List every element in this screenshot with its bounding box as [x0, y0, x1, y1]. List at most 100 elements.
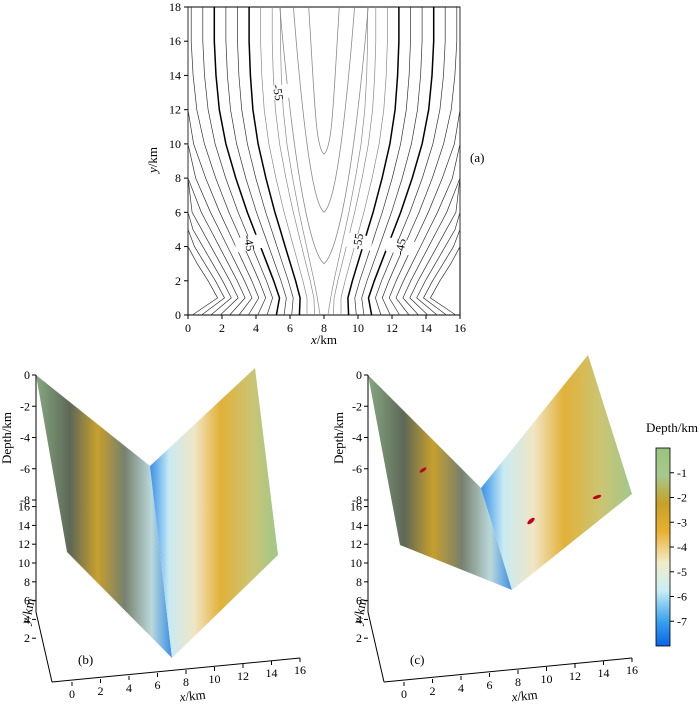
- contour-label-bg: [234, 233, 265, 253]
- y-tick-label: 2: [175, 274, 181, 288]
- colorbar-tick-label: -3: [677, 515, 687, 529]
- z-tick-label: -4: [20, 431, 30, 445]
- x-tick-label: 10: [209, 672, 221, 686]
- contour-line: [190, 7, 267, 316]
- z-tick-label: -2: [352, 399, 362, 413]
- z-tick-label: -2: [20, 399, 30, 413]
- x-tick-label: 6: [287, 321, 293, 335]
- y-tick-label: 6: [356, 594, 362, 608]
- surface-b-left-slope: [36, 375, 172, 658]
- y-tick-label: 8: [24, 575, 30, 589]
- contour-line: [354, 7, 411, 316]
- z-tick-label: -8: [20, 493, 30, 507]
- panel-c-label: (c): [410, 652, 424, 667]
- y-tick-label: 18: [169, 0, 181, 14]
- contour-line: [271, 7, 315, 316]
- contour-line: [347, 7, 400, 316]
- y-tick-label: 4: [175, 240, 181, 254]
- x-tick-label: 8: [321, 321, 327, 335]
- x-tick-label: 0: [401, 687, 407, 701]
- y-tick-label: 0: [175, 308, 181, 322]
- anomaly-marker: [592, 494, 602, 500]
- panel-c-zlabel: Depth/km: [331, 412, 346, 464]
- surface-c-left-slope: [368, 375, 512, 590]
- z-tick-label: -8: [352, 493, 362, 507]
- x-tick-label: 16: [294, 663, 306, 677]
- y-tick-label: 4: [356, 612, 362, 626]
- contour-line: [375, 7, 446, 316]
- panel-a-ylabel: y/km: [145, 147, 160, 175]
- panel-c-z-ticks: 0 -2 -4 -6 -8: [352, 368, 368, 507]
- colorbar-tick-label: -4: [677, 540, 687, 554]
- colorbar-ticks: -1 -2 -3 -4 -5 -6 -7: [670, 466, 687, 628]
- y-tick-label: 10: [169, 137, 181, 151]
- x-tick-label: 2: [219, 321, 225, 335]
- x-tick-label: 10: [352, 321, 364, 335]
- contour-line: [279, 6, 369, 265]
- x-tick-label: 6: [487, 678, 493, 692]
- y-tick-label: 10: [350, 556, 362, 570]
- y-tick-label: 14: [350, 518, 362, 532]
- y-tick-label: 12: [169, 103, 181, 117]
- y-tick-label: 2: [356, 631, 362, 645]
- panel-b-axes: [35, 375, 301, 683]
- y-tick-label: 14: [18, 518, 30, 532]
- x-tick-label: 12: [569, 669, 581, 683]
- z-tick-label: 0: [24, 368, 30, 382]
- x-tick-label: 8: [515, 675, 521, 689]
- colorbar-tick-label: -6: [677, 590, 687, 604]
- x-tick-label: 4: [126, 681, 132, 695]
- y-tick-label: 2: [24, 631, 30, 645]
- contour-line: [280, 7, 321, 316]
- y-tick-label: 6: [24, 594, 30, 608]
- x-tick-label: 0: [185, 321, 191, 335]
- contour-line: [237, 7, 294, 316]
- x-tick-label: 14: [598, 666, 610, 680]
- contour-line: [367, 7, 435, 316]
- panel-b-xlabel: x/km: [178, 687, 206, 705]
- x-tick-label: 14: [266, 666, 278, 680]
- contour-label: -45: [241, 234, 258, 252]
- y-tick-label: 14: [169, 68, 181, 82]
- x-tick-label: 0: [69, 687, 75, 701]
- x-tick-label: 14: [420, 321, 432, 335]
- colorbar-title: Depth/km: [646, 420, 698, 435]
- colorbar-tick-label: -1: [677, 466, 687, 480]
- colorbar-tick-label: -7: [677, 614, 687, 628]
- z-tick-label: 0: [356, 368, 362, 382]
- anomaly-marker: [419, 467, 427, 473]
- panel-b-x-ticks: 0 2 4 6 8 10 12 14 16: [69, 658, 306, 701]
- contour-line: [293, 6, 355, 213]
- y-tick-label: 4: [24, 612, 30, 626]
- x-tick-label: 2: [430, 684, 436, 698]
- y-tick-label: 12: [350, 537, 362, 551]
- z-tick-label: -6: [20, 462, 30, 476]
- y-tick-label: 16: [169, 34, 181, 48]
- y-tick-label: 6: [175, 205, 181, 219]
- colorbar-tick-label: -5: [677, 565, 687, 579]
- x-tick-label: 12: [237, 669, 249, 683]
- panel-b-y-ticks: 2 4 6 8 10 12 14 16: [18, 500, 36, 645]
- contour-panel-a: -55 -45 -55 -45 0 2 4 6 8 10 12 14 16 0 2 4 6 8 10 12 14 16…: [145, 0, 484, 347]
- panel-c-y-ticks: 2 4 6 8 10 12 14 16: [350, 500, 368, 645]
- panel-a-x-ticks: 0 2 4 6 8 10 12 14 16: [185, 315, 466, 335]
- surface-panel-b: 0 -2 -4 -6 -8 2 4 6 8 10 12 14 16 0 2 4 6 8 10 12 14 16 Dep…: [0, 368, 306, 704]
- contour-line: [381, 7, 458, 316]
- z-tick-label: -6: [352, 462, 362, 476]
- contour-line: [333, 7, 377, 316]
- surface-panel-c: 0 -2 -4 -6 -8 2 4 6 8 10 12 14 16 0 2 4 6 8 10 12 14 16 Dep…: [331, 355, 638, 704]
- contour-line: [361, 7, 423, 316]
- colorbar-gradient: [655, 447, 671, 647]
- contour-label-bg: [342, 232, 374, 251]
- contour-line: [340, 7, 388, 315]
- contour-line: [429, 7, 461, 316]
- y-tick-label: 16: [350, 500, 362, 514]
- contour-label-bg: [385, 237, 416, 256]
- contour-label: -45: [392, 237, 409, 255]
- x-tick-label: 8: [183, 675, 189, 689]
- x-tick-label: 2: [98, 684, 104, 698]
- contour-line: [327, 7, 368, 316]
- x-tick-label: 16: [454, 321, 466, 335]
- anomaly-marker: [527, 517, 535, 525]
- y-tick-label: 16: [18, 500, 30, 514]
